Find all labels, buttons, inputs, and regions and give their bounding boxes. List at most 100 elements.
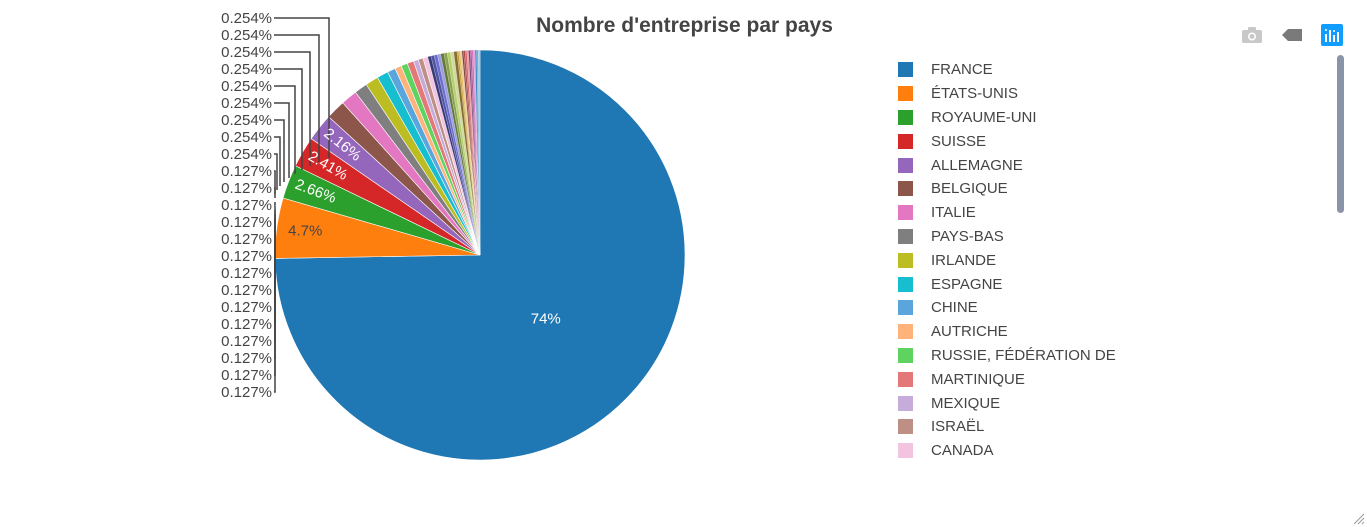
legend-label: ISRAËL	[931, 418, 985, 436]
slice-label: 4.7%	[288, 223, 322, 240]
outside-slice-label: 0.254%	[221, 78, 272, 95]
legend-swatch	[898, 181, 913, 197]
legend-item[interactable]: SUISSE	[898, 129, 1138, 153]
pie-slice[interactable]	[478, 49, 481, 256]
legend-item[interactable]: ESPAGNE	[898, 272, 1138, 296]
legend-item[interactable]: BELGIQUE	[898, 177, 1138, 201]
legend-swatch	[898, 300, 913, 316]
leader-line	[274, 246, 276, 393]
legend-label: CANADA	[931, 442, 994, 460]
outside-slice-label: 0.127%	[221, 316, 272, 333]
chart-title: Nombre d'entreprise par pays	[536, 14, 833, 37]
legend-item[interactable]: ROYAUME-UNI	[898, 106, 1138, 130]
outside-slice-label: 0.254%	[221, 95, 272, 112]
legend-item[interactable]: MARTINIQUE	[898, 367, 1138, 391]
leader-line	[274, 51, 311, 166]
legend-item[interactable]: ITALIE	[898, 201, 1138, 225]
outside-slice-label: 0.127%	[221, 248, 272, 265]
outside-slice-label: 0.127%	[221, 163, 272, 180]
outside-slice-label: 0.254%	[221, 112, 272, 129]
legend-swatch	[898, 133, 913, 149]
leader-line	[274, 187, 276, 198]
outside-slice-label: 0.127%	[221, 231, 272, 248]
legend-swatch	[898, 371, 913, 387]
plotly-logo-icon[interactable]	[1319, 24, 1345, 46]
outside-slice-label: 0.127%	[221, 299, 272, 316]
legend-swatch	[898, 347, 913, 363]
legend-item[interactable]: ÉTATS-UNIS	[898, 82, 1138, 106]
legend-label: ALLEMAGNE	[931, 156, 1023, 174]
legend-item[interactable]: CANADA	[898, 439, 1138, 463]
leader-line	[274, 102, 290, 178]
legend-label: BELGIQUE	[931, 180, 1008, 198]
legend-item[interactable]: ALLEMAGNE	[898, 153, 1138, 177]
legend-swatch	[898, 276, 913, 292]
outside-slice-label: 0.127%	[221, 384, 272, 401]
slice-labels: 74%4.7%2.66%2.41%2.16%0.254%0.254%0.254%…	[221, 10, 561, 401]
legend: FRANCE ÉTATS-UNIS ROYAUME-UNI SUISSE ALLEMAG…	[898, 58, 1138, 466]
legend-swatch	[898, 443, 913, 459]
legend-swatch	[898, 157, 913, 173]
outside-slice-label: 0.127%	[221, 265, 272, 282]
legend-swatch	[898, 228, 913, 244]
leader-line	[274, 34, 320, 162]
legend-label: MARTINIQUE	[931, 370, 1025, 388]
modebar	[1239, 24, 1345, 46]
outside-slice-label: 0.254%	[221, 10, 272, 27]
legend-swatch	[898, 86, 913, 102]
legend-item[interactable]: AUTRICHE	[898, 320, 1138, 344]
legend-item[interactable]: CHINE	[898, 296, 1138, 320]
legend-item[interactable]: ISRAËL	[898, 415, 1138, 439]
outside-slice-label: 0.254%	[221, 146, 272, 163]
outside-slice-label: 0.254%	[221, 61, 272, 78]
outside-slice-label: 0.127%	[221, 333, 272, 350]
legend-item[interactable]: RUSSIE, FÉDÉRATION DE	[898, 344, 1138, 368]
legend-swatch	[898, 395, 913, 411]
pie-slices	[274, 49, 686, 461]
legend-label: PAYS-BAS	[931, 227, 1004, 245]
leader-line	[274, 153, 278, 190]
legend-item[interactable]: PAYS-BAS	[898, 225, 1138, 249]
legend-label: AUTRICHE	[931, 323, 1008, 341]
outside-slice-label: 0.127%	[221, 214, 272, 231]
legend-swatch	[898, 205, 913, 221]
legend-swatch	[898, 324, 913, 340]
leader-line	[274, 136, 281, 186]
legend-scrollbar[interactable]	[1337, 55, 1344, 213]
outside-slice-label: 0.127%	[221, 197, 272, 214]
legend-swatch	[898, 419, 913, 435]
legend-label: ESPAGNE	[931, 275, 1003, 293]
legend-label: ITALIE	[931, 204, 976, 222]
leader-line	[274, 17, 330, 158]
outside-slice-label: 0.254%	[221, 27, 272, 44]
legend-swatch	[898, 252, 913, 268]
leader-line	[274, 202, 276, 206]
legend-label: RUSSIE, FÉDÉRATION DE	[931, 346, 1116, 364]
tag-icon[interactable]	[1279, 24, 1305, 46]
legend-label: ROYAUME-UNI	[931, 108, 1037, 126]
legend-label: MEXIQUE	[931, 394, 1001, 412]
leader-line	[274, 119, 285, 182]
leader-lines	[274, 17, 330, 393]
camera-icon[interactable]	[1239, 24, 1265, 46]
slice-label: 74%	[531, 311, 561, 328]
outside-slice-label: 0.127%	[221, 367, 272, 384]
leader-line	[274, 68, 303, 170]
legend-label: SUISSE	[931, 132, 987, 150]
legend-item[interactable]: FRANCE	[898, 58, 1138, 82]
resize-grip-icon[interactable]	[1353, 513, 1365, 525]
outside-slice-label: 0.127%	[221, 180, 272, 197]
legend-label: CHINE	[931, 299, 978, 317]
outside-slice-label: 0.254%	[221, 44, 272, 61]
leader-line	[274, 170, 276, 194]
outside-slice-label: 0.254%	[221, 129, 272, 146]
legend-label: ÉTATS-UNIS	[931, 85, 1018, 103]
outside-slice-label: 0.127%	[221, 282, 272, 299]
outside-slice-label: 0.127%	[221, 350, 272, 367]
legend-label: FRANCE	[931, 61, 993, 79]
legend-item[interactable]: IRLANDE	[898, 248, 1138, 272]
legend-item[interactable]: MEXIQUE	[898, 391, 1138, 415]
leader-line	[274, 85, 296, 174]
legend-swatch	[898, 62, 913, 78]
